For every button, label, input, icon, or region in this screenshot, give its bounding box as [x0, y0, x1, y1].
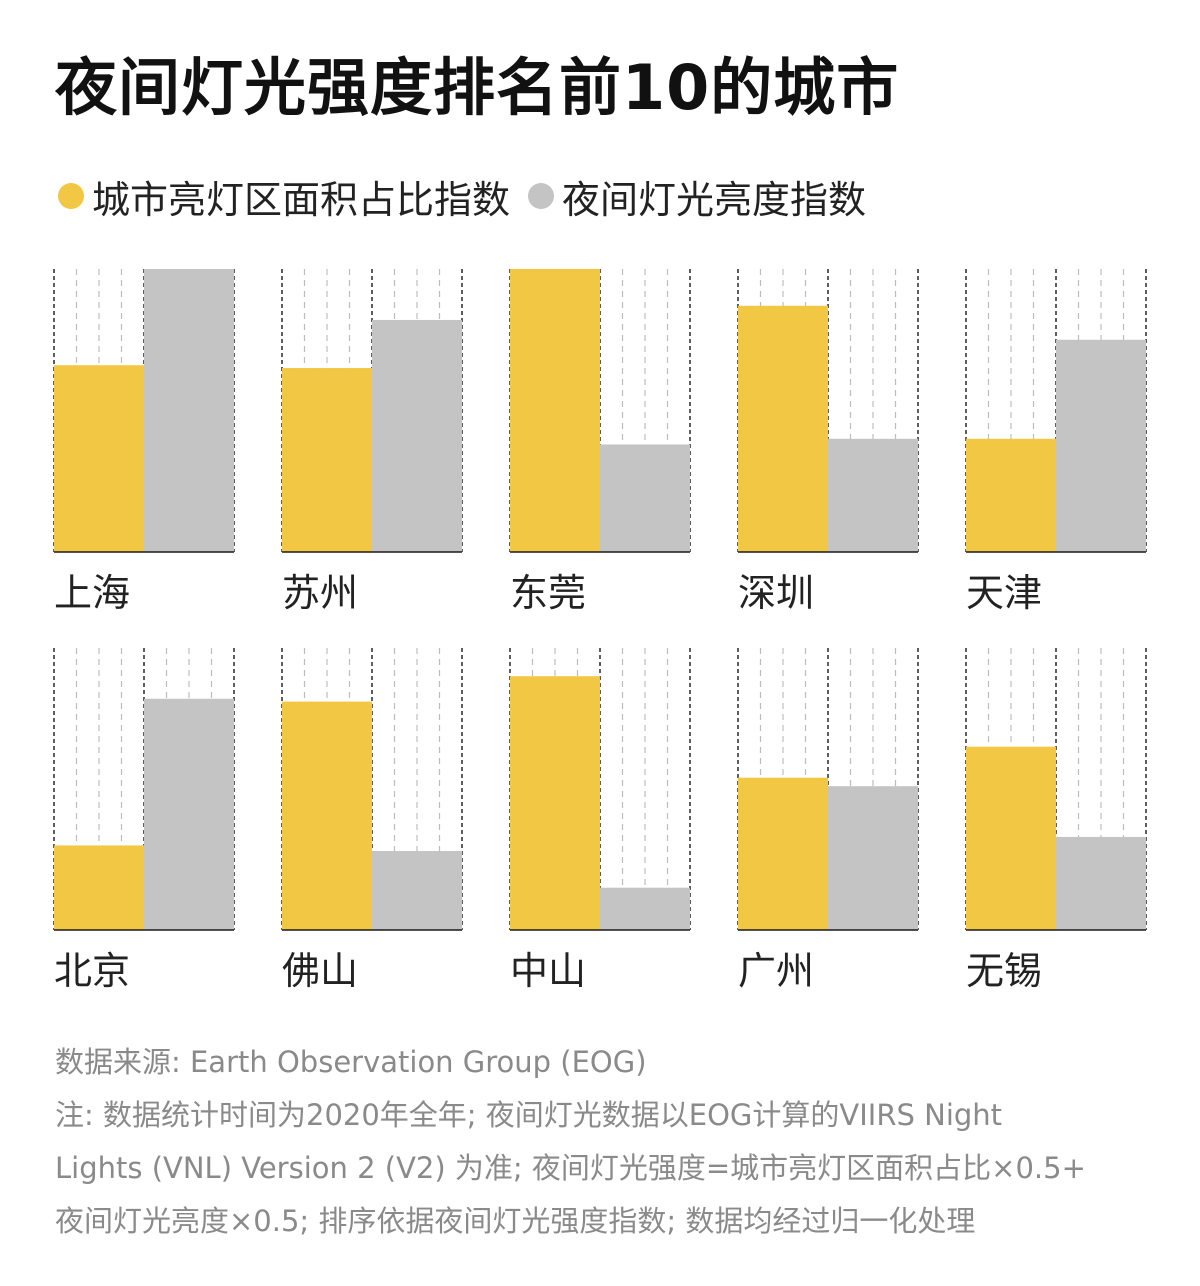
- city-label: 苏州: [282, 571, 358, 615]
- legend-item-area: 城市亮灯区面积占比指数: [58, 169, 510, 224]
- source-note: 数据来源: Earth Observation Group (EOG): [55, 1045, 647, 1079]
- city-label: 中山: [510, 949, 586, 993]
- bar-brightness-index: [144, 698, 234, 930]
- legend-item-brightness: 夜间灯光亮度指数: [528, 169, 866, 224]
- city-label: 佛山: [282, 949, 358, 993]
- city-label: 上海: [54, 571, 130, 615]
- bar-area-index: [282, 368, 372, 552]
- bar-area-index: [966, 746, 1056, 930]
- footnote-line: 注: 数据统计时间为2020年全年; 夜间灯光数据以EOG计算的VIIRS Ni…: [55, 1098, 1003, 1132]
- bar-area-index: [966, 438, 1056, 552]
- city-label: 无锡: [966, 949, 1042, 993]
- city-label: 天津: [966, 571, 1042, 615]
- legend-dot-icon: [528, 183, 555, 209]
- legend-label: 夜间灯光亮度指数: [562, 177, 867, 222]
- legend: 城市亮灯区面积占比指数 夜间灯光亮度指数: [58, 168, 866, 224]
- bar-area-index: [282, 701, 372, 930]
- bar-brightness-index: [600, 444, 690, 552]
- footer: 数据来源: Earth Observation Group (EOG) 注: 数…: [55, 1036, 1155, 1248]
- bar-brightness-index: [372, 851, 462, 930]
- bar-area-index: [738, 777, 828, 930]
- bar-brightness-index: [372, 319, 462, 552]
- bar-brightness-index: [828, 438, 918, 552]
- footnote-line: 夜间灯光亮度×0.5; 排序依据夜间灯光强度指数; 数据均经过归一化处理: [55, 1204, 976, 1238]
- city-label: 东莞: [510, 571, 586, 615]
- city-label: 广州: [738, 949, 814, 993]
- chart-title: 夜间灯光强度排名前10的城市: [55, 51, 900, 124]
- bar-area-index: [510, 269, 600, 552]
- bar-area-index: [510, 676, 600, 930]
- city-label: 北京: [54, 949, 130, 993]
- bar-area-index: [738, 305, 828, 552]
- legend-label: 城市亮灯区面积占比指数: [92, 177, 511, 222]
- legend-dot-icon: [58, 183, 84, 209]
- bar-brightness-index: [1056, 339, 1146, 552]
- bar-brightness-index: [1056, 836, 1146, 930]
- bar-brightness-index: [828, 786, 918, 930]
- bar-brightness-index: [144, 269, 234, 552]
- city-label: 深圳: [738, 571, 814, 615]
- footnote-line: Lights (VNL) Version 2 (V2) 为准; 夜间灯光强度=城…: [55, 1151, 1086, 1185]
- bar-area-index: [54, 365, 144, 552]
- bar-area-index: [54, 845, 144, 930]
- bar-brightness-index: [600, 887, 690, 930]
